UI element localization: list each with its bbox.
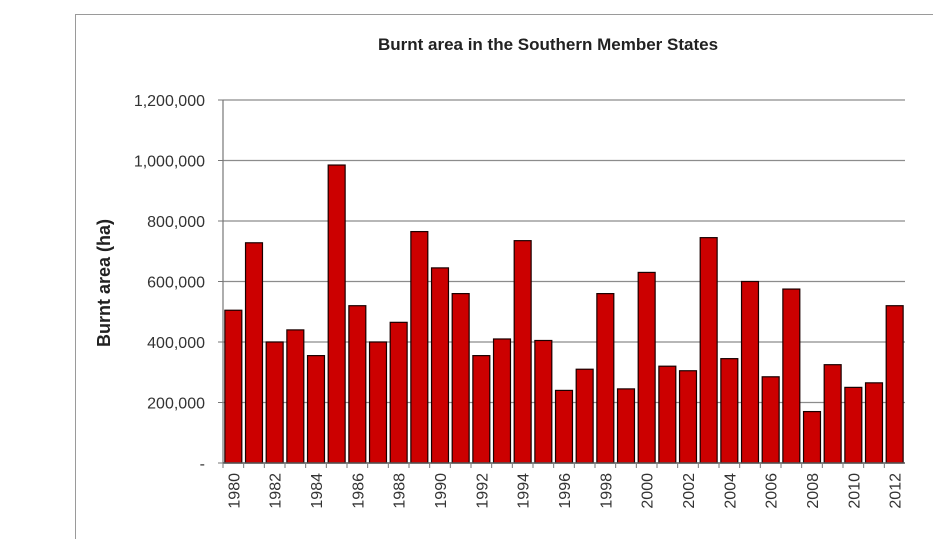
bar-1995 [534, 339, 553, 464]
bar-2001 [658, 365, 677, 464]
bar-1999 [616, 388, 636, 464]
y-axis-label: Burnt area (ha) [94, 219, 114, 347]
bar-1998 [596, 293, 615, 464]
y-tick-label: 1,000,000 [134, 154, 205, 171]
bar-1997 [575, 368, 594, 464]
x-tick-label: 1996 [557, 473, 574, 509]
bar-2011 [864, 382, 884, 464]
bar-1990 [430, 267, 450, 464]
bar-2012 [885, 305, 904, 464]
x-tick-label: 2010 [846, 473, 863, 509]
bar-1980 [224, 309, 243, 464]
x-tick-label: 2008 [805, 473, 822, 509]
x-tick-label: 2004 [722, 473, 739, 509]
bar-2003 [699, 237, 718, 464]
bar-1989 [410, 230, 429, 464]
bar-2002 [678, 370, 698, 464]
bar-2007 [782, 288, 801, 464]
x-tick-label: 1982 [268, 473, 285, 509]
bar-1996 [554, 389, 574, 464]
bar-1994 [513, 240, 532, 464]
bar-1983 [286, 329, 305, 464]
bar-2006 [761, 376, 780, 464]
bars [224, 164, 904, 464]
x-tick-label: 1988 [392, 473, 409, 509]
y-tick-labels: - 200,000 400,000 600,000 800,000 1,000,000 1,… [134, 93, 205, 473]
x-tick-labels: 1980 1982 1984 1986 1988 1990 1992 1994 1996 1998… [226, 473, 904, 509]
bar-1981 [244, 242, 264, 464]
bar-2008 [802, 410, 822, 464]
bar-2010 [844, 386, 863, 464]
y-tick-label: 200,000 [147, 396, 205, 413]
x-tick-label: 1994 [516, 473, 533, 509]
grid-lines [223, 99, 905, 404]
chart-title: Burnt area in the Southern Member States [378, 35, 718, 54]
y-tick-label: 400,000 [147, 335, 205, 352]
bar-2009 [823, 364, 842, 464]
x-tick-label: 1992 [474, 473, 491, 509]
x-tick-label: 2006 [764, 473, 781, 509]
bar-2004 [720, 358, 739, 464]
y-tick-label: 1,200,000 [134, 93, 205, 110]
y-tick-label: 600,000 [147, 275, 205, 292]
x-tick-label: 1984 [309, 473, 326, 509]
bar-1982 [265, 341, 284, 464]
x-tick-label: 1980 [226, 473, 243, 509]
axes [218, 99, 905, 468]
bar-1991 [451, 293, 470, 464]
x-tick-label: 2012 [888, 473, 905, 509]
y-tick-label: - [200, 456, 205, 473]
bar-1988 [389, 321, 408, 464]
bar-1986 [348, 305, 367, 464]
y-tick-label: 800,000 [147, 214, 205, 231]
bar-2005 [740, 280, 760, 464]
bar-2000 [637, 271, 656, 464]
chart-frame [75, 14, 933, 539]
x-tick-label: 1990 [433, 473, 450, 509]
x-tick-label: 2000 [640, 473, 657, 509]
bar-1985 [327, 164, 346, 464]
bar-1992 [472, 355, 491, 464]
x-tick-label: 1986 [350, 473, 367, 509]
bar-1993 [492, 338, 512, 464]
bar-1987 [368, 341, 388, 464]
x-tick-label: 1998 [598, 473, 615, 509]
x-tick-label: 2002 [681, 473, 698, 509]
bar-1984 [306, 355, 326, 464]
